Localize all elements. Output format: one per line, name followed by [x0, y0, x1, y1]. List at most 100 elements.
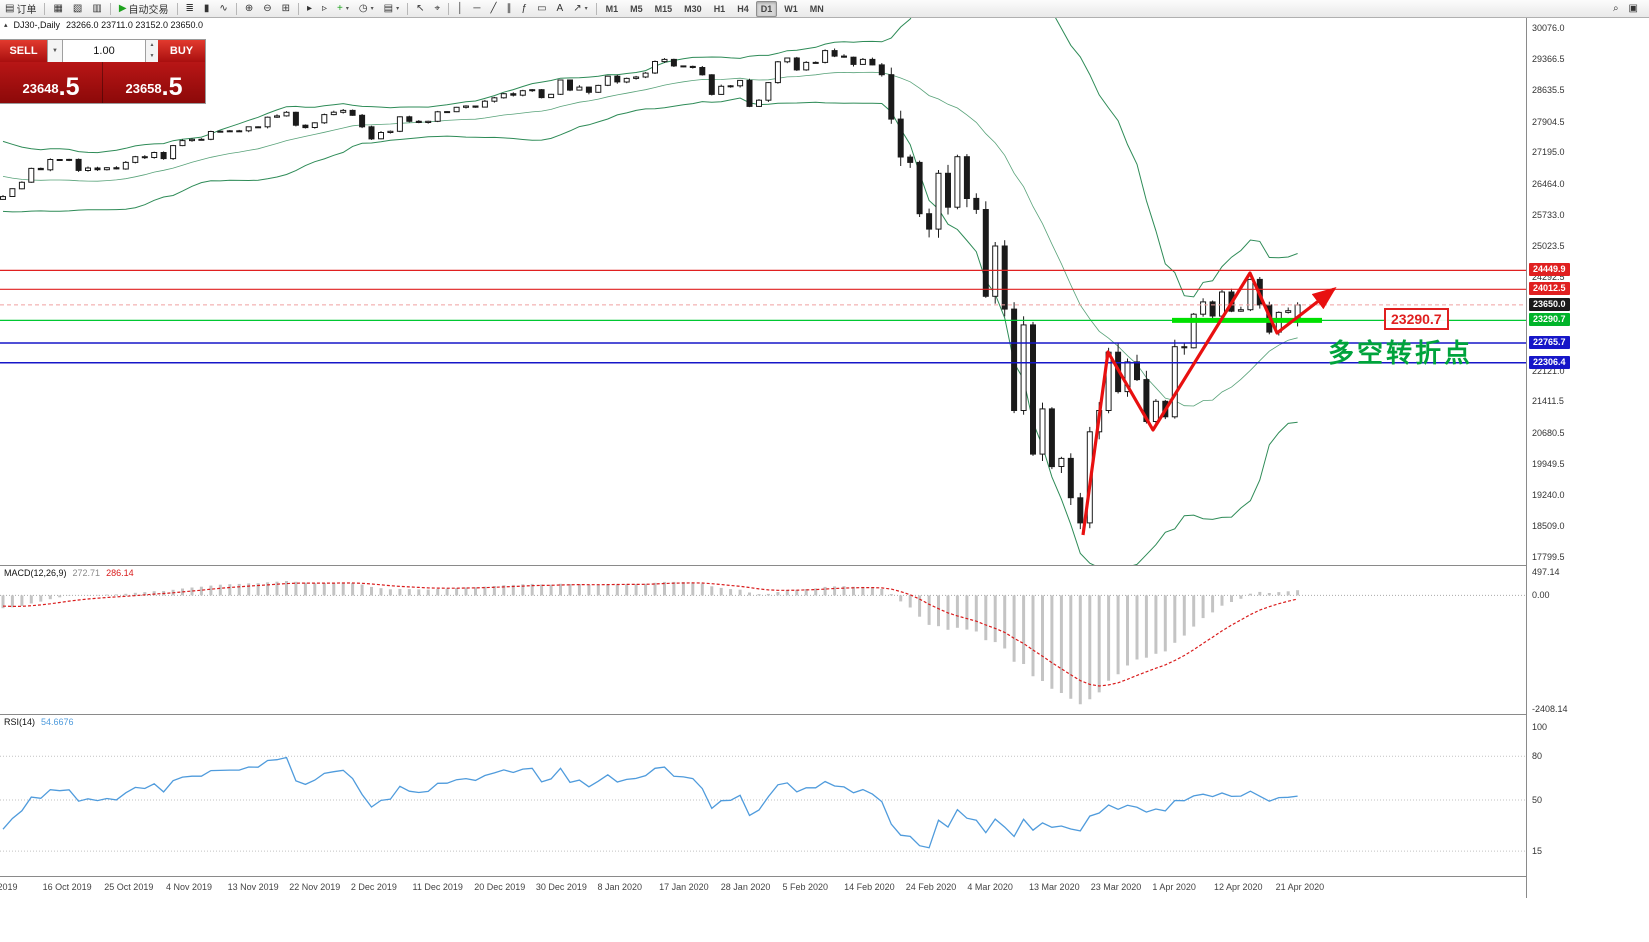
price-tick: 20680.5	[1532, 427, 1565, 438]
one-click-trading-widget: SELL ▼ ▲ ▼ BUY 23648 .5 23658 .5	[0, 40, 205, 103]
channel-icon[interactable]: ∥	[503, 0, 516, 17]
date-label: 17 Jan 2020	[659, 882, 709, 892]
periods-dropdown-icon[interactable]: ◷ ▾	[355, 0, 378, 17]
templates-dropdown-icon[interactable]: ▤ ▾	[380, 0, 403, 17]
price-tick: 26464.0	[1532, 178, 1565, 189]
chart-shift-icon[interactable]: ▹	[318, 0, 331, 17]
toolbar-separator	[595, 2, 597, 15]
date-label: 25 Oct 2019	[104, 882, 154, 892]
bollinger-middle-line	[2, 71, 1298, 407]
volume-dropdown-icon[interactable]: ▼	[47, 40, 63, 62]
line-chart-type-icon[interactable]: ∿	[215, 0, 231, 17]
timeframe-button-w1[interactable]: W1	[784, 3, 798, 14]
trend-zigzag-arrow[interactable]	[1081, 271, 1337, 536]
date-label: 28 Jan 2020	[720, 882, 771, 892]
bollinger-lower-line	[2, 97, 1298, 565]
rsi-axis-tick: 80	[1532, 751, 1543, 762]
terminal-window-icon: ▥	[92, 3, 102, 14]
timeframe-button-m15[interactable]: M15	[654, 3, 673, 14]
terminal-window-icon[interactable]: ▥	[88, 0, 105, 17]
date-label: 4 Mar 2020	[967, 882, 1013, 892]
main-chart[interactable]: ▴ DJ30-,Daily 23266.0 23711.0 23152.0 23…	[0, 17, 1526, 565]
shapes-icon[interactable]: ▭	[533, 0, 550, 17]
time-axis[interactable]: Oct 2019 16 Oct 2019 25 Oct 2019 4 Nov 2019…	[0, 876, 1526, 899]
symbol-title: DJ30-,Daily	[13, 20, 61, 30]
volume-input[interactable]	[63, 40, 145, 62]
timeframe-button-mn[interactable]: MN	[809, 3, 824, 14]
indicators-icon[interactable]: + ▾	[333, 0, 353, 17]
timeframe-button-h1[interactable]: H1	[713, 3, 726, 14]
autotrading-button[interactable]: ▶ 自动交易	[115, 0, 173, 17]
crosshair-icon[interactable]: ⌖	[431, 0, 445, 17]
profiles-icon: ▧	[72, 3, 83, 14]
date-label: 1 Apr 2020	[1152, 882, 1196, 892]
price-tick: 27904.5	[1532, 116, 1565, 127]
chart-shift-icon: ▹	[322, 3, 328, 14]
autotrading-button-label: 自动交易	[128, 5, 169, 16]
rsi-axis-tick: 100	[1532, 722, 1548, 732]
macd-axis-tick: 497.14	[1532, 567, 1560, 577]
rsi-line	[2, 756, 1298, 849]
macd-panel[interactable]: MACD(12,26,9) 272.71 286.14	[0, 565, 1526, 715]
date-label: 22 Nov 2019	[289, 882, 341, 892]
date-label: 16 Oct 2019	[42, 882, 92, 892]
arrows-icon[interactable]: ↗ ▾	[569, 0, 591, 17]
trendline-icon[interactable]: ╱	[487, 0, 501, 17]
collapse-trade-panel-icon[interactable]: ▴	[4, 22, 8, 29]
timeframe-button-h4[interactable]: H4	[737, 3, 749, 14]
rsi-canvas	[0, 755, 1526, 852]
profiles-icon[interactable]: ▧	[69, 0, 86, 17]
candlestick-type-icon[interactable]: ▮	[200, 0, 214, 17]
templates-dropdown-icon: ▤	[383, 3, 394, 14]
main-chart-canvas[interactable]	[0, 17, 1526, 565]
candles-layer	[0, 48, 1301, 530]
volume-up-icon[interactable]: ▲	[149, 42, 155, 48]
timeframe-button-m1[interactable]: M1	[605, 3, 619, 14]
vertical-line-icon: │	[457, 3, 464, 14]
cursor-icon[interactable]: ↖	[412, 0, 428, 17]
autotrading-button: ▶	[118, 3, 127, 14]
timeframe-button-d1[interactable]: D1	[755, 0, 778, 17]
new-order-button[interactable]: ▤ 订单	[1, 0, 40, 17]
bar-chart-type-icon[interactable]: ≣	[182, 0, 198, 17]
text-icon[interactable]: A	[553, 0, 568, 17]
zoom-in-icon[interactable]: ⊕	[241, 0, 257, 17]
chevron-down-icon: ▾	[584, 6, 588, 12]
date-label: 2 Dec 2019	[350, 882, 397, 892]
date-label: 5 Feb 2020	[782, 882, 828, 892]
timeframe-button-m30[interactable]: M30	[684, 3, 702, 14]
zoom-out-icon[interactable]: ⊖	[259, 0, 275, 17]
sell-button[interactable]: SELL	[0, 40, 47, 62]
volume-stepper[interactable]: ▲ ▼	[145, 40, 158, 62]
tile-windows-icon[interactable]: ⊞	[278, 0, 294, 17]
date-label: Oct 2019	[0, 882, 18, 892]
chevron-down-icon: ▾	[396, 6, 400, 12]
buy-button[interactable]: BUY	[158, 40, 205, 62]
new-order-button-label: 订单	[16, 5, 37, 16]
timeframe-button-m5[interactable]: M5	[630, 3, 643, 14]
new-chart-window-icon[interactable]: ▣	[1628, 3, 1638, 14]
indicators-icon: +	[337, 3, 343, 14]
date-label: 13 Mar 2020	[1029, 882, 1080, 892]
vertical-line-icon[interactable]: │	[453, 0, 467, 17]
buy-price[interactable]: 23658 .5	[102, 62, 205, 103]
sell-price[interactable]: 23648 .5	[22, 73, 80, 101]
charts-window-icon[interactable]: ▦	[49, 0, 66, 17]
rsi-panel[interactable]: RSI(14) 54.6676	[0, 714, 1526, 877]
toolbar-separator	[235, 2, 237, 15]
turning-point-text[interactable]: 多空转折点	[1328, 339, 1474, 368]
macd-axis-tick: 0.00	[1532, 590, 1550, 601]
fibonacci-icon[interactable]: ƒ	[518, 0, 532, 17]
zoom-out-icon: ⊖	[263, 3, 272, 14]
search-icon[interactable]: ⌕	[1612, 3, 1619, 14]
auto-scroll-icon[interactable]: ▸	[303, 0, 316, 17]
symbol-ohlc: 23266.0 23711.0 23152.0 23650.0	[66, 20, 203, 30]
channel-icon: ∥	[506, 3, 512, 14]
price-annotation-box[interactable]: 23290.7	[1384, 308, 1449, 330]
volume-down-icon[interactable]: ▼	[149, 53, 155, 59]
macd-canvas	[0, 581, 1526, 705]
date-label: 21 Apr 2020	[1275, 882, 1325, 892]
bollinger-bands	[2, 17, 1298, 565]
price-axis[interactable]: 30076.0 29366.5 28635.5 27904.5 27195.0 26464…	[1526, 17, 1649, 898]
horizontal-line-icon[interactable]: ─	[469, 0, 484, 17]
